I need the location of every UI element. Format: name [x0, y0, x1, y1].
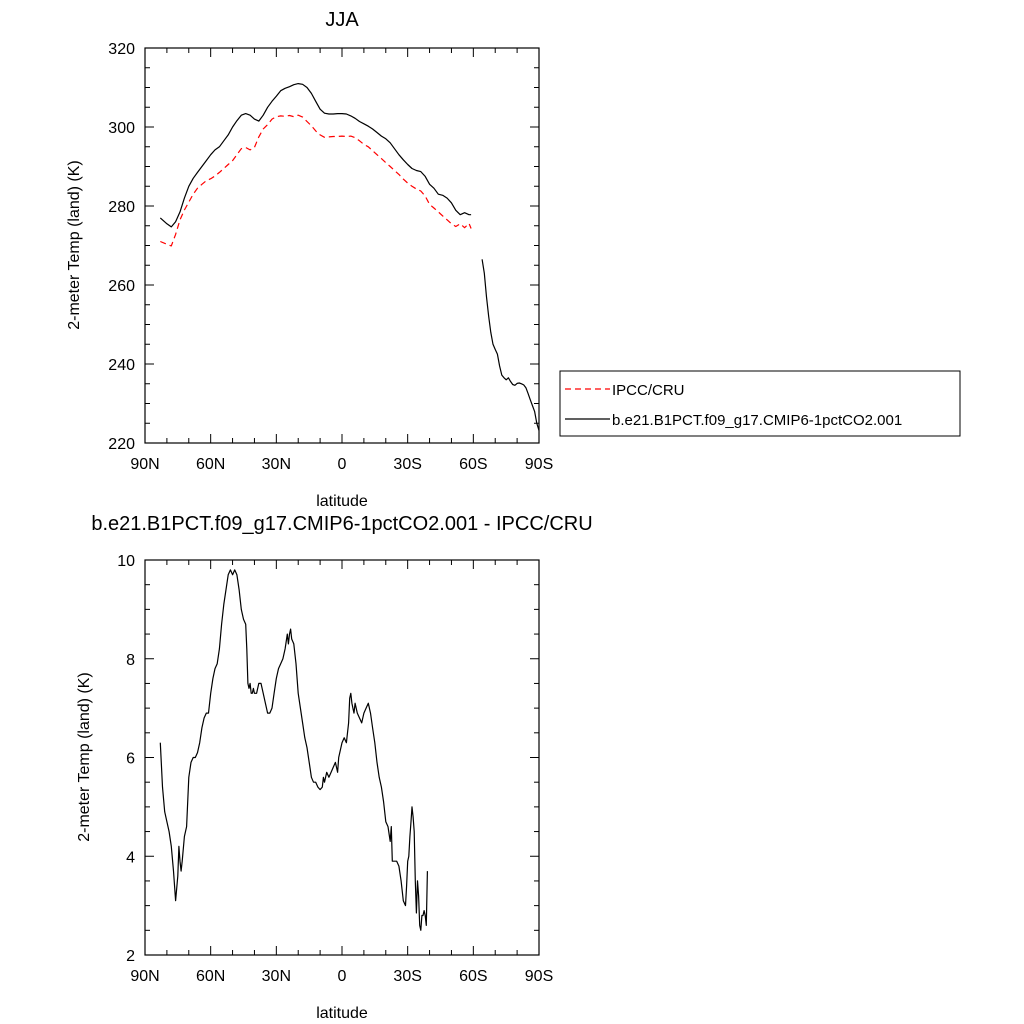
x-tick-label: 60S	[459, 968, 487, 985]
top-series-1-line-1	[481, 259, 540, 431]
bottom-ticks: 90N 60N 30N 0 30S 60S 90S 2 4 6 8 10	[117, 553, 553, 985]
legend-label-ipcc: IPCC/CRU	[612, 382, 685, 399]
top-series-0-line-0	[160, 114, 472, 247]
y-tick-label: 260	[108, 278, 135, 295]
x-tick-label: 0	[338, 968, 347, 985]
y-tick-label: 8	[126, 652, 135, 669]
x-tick-label: 90S	[525, 968, 553, 985]
y-tick-label: 6	[126, 751, 135, 768]
x-tick-label: 30S	[393, 968, 421, 985]
y-tick-label: 4	[126, 849, 135, 866]
x-tick-label: 30S	[393, 456, 421, 473]
y-tick-label: 300	[108, 120, 135, 137]
bottom-series	[159, 569, 428, 931]
y-tick-label: 2	[126, 948, 135, 965]
y-tick-label: 280	[108, 199, 135, 216]
x-tick-label: 30N	[262, 456, 291, 473]
legend: IPCC/CRU b.e21.B1PCT.f09_g17.CMIP6-1pctC…	[559, 370, 961, 437]
top-series-1-line-0	[159, 82, 472, 228]
top-ylabel: 2-meter Temp (land) (K)	[66, 160, 83, 330]
x-tick-label: 0	[338, 456, 347, 473]
top-xlabel: latitude	[316, 493, 368, 510]
legend-box	[559, 370, 961, 437]
x-tick-label: 30N	[262, 968, 291, 985]
x-tick-label: 90N	[130, 456, 159, 473]
bottom-panel: b.e21.B1PCT.f09_g17.CMIP6-1pctCO2.001 - …	[76, 513, 593, 1022]
bottom-series-0-line-0	[159, 569, 428, 931]
top-panel: JJA 90N 60N 30N 0 30S 60S 90S 220 240 260 280 300 32…	[66, 9, 553, 510]
bottom-xlabel: latitude	[316, 1005, 368, 1022]
top-ticks: 90N 60N 30N 0 30S 60S 90S 220 240 260 280 300 320	[108, 41, 553, 473]
x-tick-label: 90S	[525, 456, 553, 473]
x-tick-label: 60N	[196, 968, 225, 985]
y-tick-label: 220	[108, 436, 135, 453]
bottom-ylabel: 2-meter Temp (land) (K)	[76, 672, 93, 842]
top-plot-frame	[144, 47, 540, 444]
top-title: JJA	[325, 9, 359, 31]
x-tick-label: 60N	[196, 456, 225, 473]
y-tick-label: 240	[108, 357, 135, 374]
bottom-title: b.e21.B1PCT.f09_g17.CMIP6-1pctCO2.001 - …	[91, 513, 592, 535]
y-tick-label: 320	[108, 41, 135, 58]
legend-label-model: b.e21.B1PCT.f09_g17.CMIP6-1pctCO2.001	[612, 412, 902, 429]
bottom-plot-frame	[144, 559, 540, 956]
x-tick-label: 60S	[459, 456, 487, 473]
top-series	[159, 82, 540, 431]
x-tick-label: 90N	[130, 968, 159, 985]
y-tick-label: 10	[117, 553, 135, 570]
